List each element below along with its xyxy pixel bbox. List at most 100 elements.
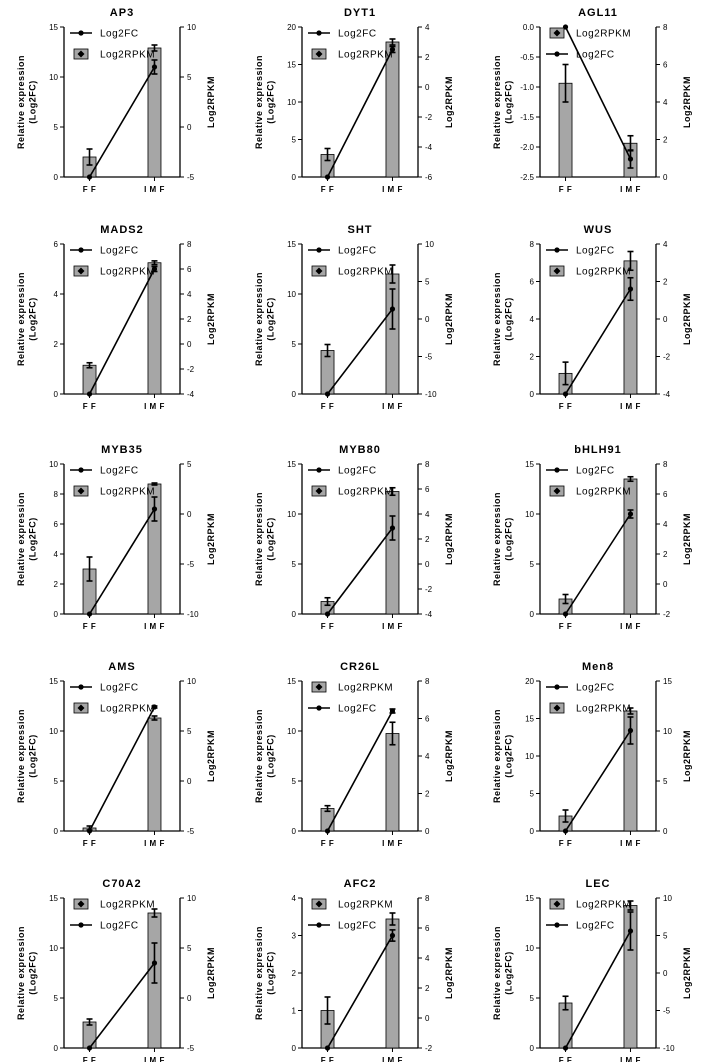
right-tick-label: 0 <box>663 173 668 182</box>
chart-panel-ap3: AP3 0 5 10 15 -5 0 5 10 F F I M F Relative expressi… <box>16 7 216 194</box>
right-tick-label: 0 <box>187 994 192 1003</box>
log2fc-point-imf <box>627 928 634 934</box>
right-tick-label: 2 <box>663 550 668 559</box>
legend-label-log2rpkm: Log2RPKM <box>338 267 393 278</box>
right-tick-label: 0 <box>663 315 668 324</box>
left-tick-label: 0 <box>530 827 535 836</box>
left-axis-label: Relative expression(Log2FC) <box>254 492 275 586</box>
left-axis-label-line: (Log2FC) <box>265 517 275 561</box>
log2fc-point-imf <box>627 727 634 734</box>
chart-title: AGL11 <box>578 7 618 19</box>
x-tick-label: F F <box>83 1056 97 1062</box>
right-tick-label: 6 <box>425 715 430 724</box>
legend-label-log2fc: Log2FC <box>576 921 615 932</box>
left-tick-label: 15 <box>49 677 58 686</box>
right-tick-label: -5 <box>187 827 195 836</box>
legend-line-marker <box>554 684 560 690</box>
right-tick-label: 8 <box>663 460 668 469</box>
left-tick-label: 0 <box>530 610 535 619</box>
left-tick-label: 2 <box>530 353 535 362</box>
legend-diamond-marker <box>77 50 85 58</box>
left-tick-label: 8 <box>530 240 535 249</box>
left-tick-label: 8 <box>54 490 59 499</box>
left-tick-label: 6 <box>54 520 59 529</box>
x-tick-label: I M F <box>144 622 165 631</box>
bar-imf <box>147 262 162 395</box>
left-tick-label: 4 <box>54 550 59 559</box>
left-axis-label-line: (Log2FC) <box>265 734 275 778</box>
log2fc-line <box>88 508 156 615</box>
right-axis-label: Log2RPKM <box>444 730 454 782</box>
right-axis-label: Log2RPKM <box>682 76 692 128</box>
right-tick-label: 0 <box>187 777 192 786</box>
right-tick-label: -5 <box>187 560 195 569</box>
right-tick-label: 4 <box>425 23 430 32</box>
left-tick-label: 3 <box>292 932 297 941</box>
left-tick-label: 4 <box>54 290 59 299</box>
left-tick-label: 10 <box>49 727 58 736</box>
chart-panel-sht: SHT 0 5 10 15 -10 -5 0 5 10 F F I M F Relative expre… <box>254 224 454 411</box>
bar-imf <box>385 733 400 832</box>
chart-title: bHLH91 <box>574 444 622 456</box>
right-tick-label: -6 <box>425 173 433 182</box>
log2fc-point-ff <box>86 1045 93 1051</box>
left-tick-label: 4 <box>292 894 297 903</box>
legend-line-marker <box>316 705 322 711</box>
bar-imf <box>623 478 638 615</box>
right-tick-label: 8 <box>425 894 430 903</box>
right-tick-label: -10 <box>663 1044 675 1053</box>
left-tick-label: 0 <box>292 827 297 836</box>
right-tick-label: 5 <box>663 932 668 941</box>
left-axis-label-line: (Log2FC) <box>265 297 275 341</box>
left-axis-label-line: Relative expression <box>492 926 502 1020</box>
left-tick-label: -2.0 <box>520 143 534 152</box>
log2fc-point-imf <box>389 708 396 714</box>
left-axis-label: Relative expression(Log2FC) <box>16 926 37 1020</box>
bar-imf <box>385 491 400 615</box>
left-axis-label-line: (Log2FC) <box>503 80 513 124</box>
left-tick-label: 1 <box>292 1007 297 1016</box>
legend-label-log2fc: Log2FC <box>100 246 139 257</box>
left-axis-label-line: (Log2FC) <box>27 80 37 124</box>
x-tick-label: I M F <box>144 1056 165 1062</box>
right-tick-label: -5 <box>425 353 433 362</box>
log2fc-line <box>564 26 632 160</box>
left-tick-label: 10 <box>287 727 296 736</box>
legend-label-log2rpkm: Log2RPKM <box>576 267 631 278</box>
left-axis-label: Relative expression(Log2FC) <box>492 709 513 803</box>
legend-line-marker <box>316 30 322 36</box>
left-axis-label-line: (Log2FC) <box>265 80 275 124</box>
legend-label-log2fc: Log2FC <box>338 466 377 477</box>
log2fc-point-ff <box>324 611 331 617</box>
log2fc-line <box>326 527 394 615</box>
legend-label-log2rpkm: Log2RPKM <box>100 900 155 911</box>
left-tick-label: 10 <box>49 944 58 953</box>
chart-title: C70A2 <box>102 878 141 890</box>
left-axis-label: Relative expression(Log2FC) <box>16 55 37 149</box>
right-tick-label: 4 <box>663 98 668 107</box>
left-axis-label: Relative expression(Log2FC) <box>492 492 513 586</box>
log2fc-line <box>564 513 632 615</box>
right-tick-label: -5 <box>187 173 195 182</box>
right-axis-label: Log2RPKM <box>444 513 454 565</box>
chart-panel-agl11: AGL11 -2.5 -2.0 -1.5 -1.0 -0.5 0.0 0 2 4 6 8 F F I M … <box>492 7 692 194</box>
left-axis-label-line: (Log2FC) <box>503 297 513 341</box>
right-tick-label: 8 <box>425 460 430 469</box>
right-tick-label: 2 <box>663 278 668 287</box>
left-axis-label-line: Relative expression <box>254 709 264 803</box>
right-tick-label: 8 <box>425 677 430 686</box>
right-tick-label: 0 <box>663 827 668 836</box>
legend-label-log2fc: Log2FC <box>338 29 377 40</box>
right-tick-label: 4 <box>663 520 668 529</box>
left-tick-label: 10 <box>287 510 296 519</box>
right-tick-label: 0 <box>187 510 192 519</box>
log2fc-point-imf <box>389 525 396 531</box>
right-axis-label: Log2RPKM <box>444 293 454 345</box>
legend-diamond-marker <box>553 900 561 908</box>
right-tick-label: 0 <box>425 83 430 92</box>
log2fc-point-imf <box>389 306 396 312</box>
right-tick-label: -10 <box>187 610 199 619</box>
left-tick-label: 10 <box>525 944 534 953</box>
chart-title: SHT <box>348 224 373 236</box>
log2fc-line <box>88 962 156 1049</box>
